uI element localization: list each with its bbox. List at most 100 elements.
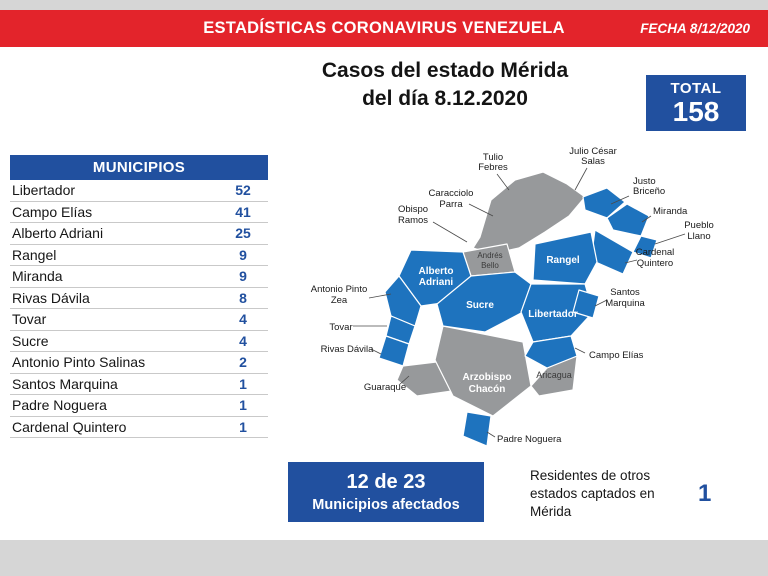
map-label-julio-cesar-salas: Julio César Salas bbox=[569, 146, 617, 167]
municipality-value: 52 bbox=[235, 182, 251, 199]
table-row: Cardenal Quintero 1 bbox=[10, 417, 268, 438]
municipality-campo-elias bbox=[524, 335, 578, 369]
municipality-cardenal-quintero bbox=[590, 229, 634, 275]
municipality-rivas-davila bbox=[378, 335, 410, 367]
affected-count: 12 de 23 bbox=[346, 471, 426, 493]
total-value: 158 bbox=[672, 96, 720, 127]
municipality-pueblo-llano bbox=[632, 235, 658, 259]
map-label-line: Marquina bbox=[605, 298, 645, 309]
map-label-arzobispo-chacon: Arzobispo Chacón bbox=[463, 372, 512, 395]
table-row: Tovar 4 bbox=[10, 309, 268, 331]
page-title-line1: Casos del estado Mérida bbox=[321, 59, 569, 82]
map-label-line: Quintero bbox=[637, 258, 673, 269]
map-label-line: Adriani bbox=[419, 277, 454, 288]
municipality-value: 9 bbox=[239, 246, 247, 263]
table-row: Alberto Adriani 25 bbox=[10, 223, 268, 245]
map-label-line: Febres bbox=[478, 162, 508, 173]
municipality-name: Rangel bbox=[12, 246, 57, 263]
map-label-obispo-ramos: Obispo Ramos bbox=[398, 204, 428, 226]
map-label-caracciolo-parra: Caracciolo Parra bbox=[429, 188, 474, 210]
municipality-value: 8 bbox=[239, 289, 247, 306]
page-title-line2: del día 8.12.2020 bbox=[362, 87, 528, 111]
map-label-line: Llano bbox=[687, 231, 710, 242]
map-label-line: Julio César bbox=[569, 146, 617, 157]
map-label-line: Parra bbox=[439, 199, 463, 210]
map-label-sucre: Sucre bbox=[466, 300, 494, 311]
municipality-name: Santos Marquina bbox=[12, 375, 118, 392]
map-label-line: Ramos bbox=[398, 215, 428, 226]
table-row: Sucre 4 bbox=[10, 331, 268, 352]
total-box: TOTAL 158 bbox=[646, 75, 746, 131]
residents-text: Residentes de otros estados captados en … bbox=[530, 468, 655, 519]
map-label-line: Obispo bbox=[398, 204, 428, 215]
municipality-name: Sucre bbox=[12, 332, 49, 349]
table-row: Rangel 9 bbox=[10, 245, 268, 266]
top-banner: ESTADÍSTICAS CORONAVIRUS VENEZUELA FECHA… bbox=[0, 10, 768, 47]
map-label-campo-elias: Campo Elías bbox=[589, 350, 644, 361]
leader-line-obispo-ramos bbox=[432, 221, 468, 243]
merida-map: Alberto Adriani Andrés Bello Rangel Sucre … bbox=[295, 142, 725, 492]
merida-map-svg: Alberto Adriani Andrés Bello Rangel Sucre … bbox=[311, 146, 714, 447]
map-label-alberto-adriani: Alberto Adriani bbox=[419, 266, 454, 288]
map-label-line: Caracciolo bbox=[429, 188, 474, 199]
map-label-line: Zea bbox=[331, 295, 348, 306]
municipality-value: 41 bbox=[235, 203, 251, 220]
leader-line-miranda bbox=[641, 215, 652, 223]
municipality-value: 1 bbox=[239, 375, 247, 392]
map-label-line: Santos bbox=[610, 287, 640, 298]
table-row: Campo Elías 41 bbox=[10, 202, 268, 223]
municipality-name: Antonio Pinto Salinas bbox=[12, 354, 146, 371]
municipality-name: Cardenal Quintero bbox=[12, 418, 127, 435]
affected-label: Municipios afectados bbox=[312, 497, 460, 513]
leader-line-cardenal-quintero bbox=[624, 259, 638, 264]
map-label-line: Tulio bbox=[483, 152, 503, 163]
municipality-value: 4 bbox=[239, 311, 247, 328]
leader-line-pueblo-llano bbox=[654, 233, 686, 245]
map-label-line: Arzobispo bbox=[463, 372, 512, 383]
leader-line-guaraque bbox=[398, 375, 410, 386]
leader-line-campo-elias bbox=[574, 347, 586, 354]
map-label-libertador: Libertador bbox=[528, 309, 578, 320]
leader-line-julio-cesar-salas bbox=[574, 167, 588, 191]
content-card: Casos del estado Mérida del día 8.12.202… bbox=[0, 47, 768, 540]
municipios-table: MUNICIPIOS Libertador 52 Campo Elías 41 Al… bbox=[10, 155, 268, 438]
leader-line-antonio-pinto-zea bbox=[368, 293, 392, 299]
municipality-value: 1 bbox=[239, 418, 247, 435]
municipality-miranda bbox=[606, 203, 650, 237]
map-label-padre-noguera: Padre Noguera bbox=[497, 434, 562, 445]
map-label-tulio-febres: Tulio Febres bbox=[478, 152, 508, 173]
banner-date: FECHA 8/12/2020 bbox=[640, 21, 750, 36]
map-label-line: Andrés bbox=[477, 251, 502, 260]
table-row: Antonio Pinto Salinas 2 bbox=[10, 352, 268, 374]
leader-line-justo-briceno bbox=[610, 195, 630, 205]
municipality-name: Libertador bbox=[12, 182, 76, 199]
municipality-justo-briceno bbox=[582, 187, 626, 219]
municipality-padre-noguera bbox=[462, 411, 492, 447]
residents-note: Residentes de otros estados captados en … bbox=[530, 467, 745, 520]
map-label-line: Pueblo bbox=[684, 220, 714, 231]
municipality-name: Alberto Adriani bbox=[12, 225, 104, 242]
leader-line-tulio-febres bbox=[496, 173, 510, 191]
map-label-aricagua: Aricagua bbox=[536, 370, 572, 380]
map-label-line: Bello bbox=[481, 261, 499, 270]
map-label-miranda: Miranda bbox=[653, 206, 688, 217]
map-label-line: Alberto bbox=[419, 266, 454, 277]
municipality-value: 9 bbox=[239, 268, 247, 285]
leader-line-caracciolo-parra bbox=[468, 203, 494, 217]
table-row: Rivas Dávila 8 bbox=[10, 288, 268, 309]
municipality-andres-bello bbox=[462, 243, 516, 277]
map-label-line: Justo bbox=[633, 176, 656, 187]
banner-title: ESTADÍSTICAS CORONAVIRUS VENEZUELA bbox=[203, 19, 565, 37]
table-row: Libertador 52 bbox=[10, 180, 268, 202]
map-label-rangel: Rangel bbox=[546, 255, 580, 266]
map-label-line: Cardenal bbox=[636, 247, 675, 258]
municipality-value: 1 bbox=[239, 397, 247, 414]
map-label-tovar: Tovar bbox=[329, 322, 352, 333]
table-row: Miranda 9 bbox=[10, 266, 268, 288]
leader-line-rivas-davila bbox=[370, 348, 382, 355]
map-label-pueblo-llano: Pueblo Llano bbox=[684, 220, 714, 242]
municipality-name: Tovar bbox=[12, 311, 47, 328]
map-label-santos-marquina: Santos Marquina bbox=[605, 287, 645, 309]
map-label-line: Salas bbox=[581, 156, 605, 167]
map-label-cardenal-quintero: Cardenal Quintero bbox=[636, 247, 675, 269]
